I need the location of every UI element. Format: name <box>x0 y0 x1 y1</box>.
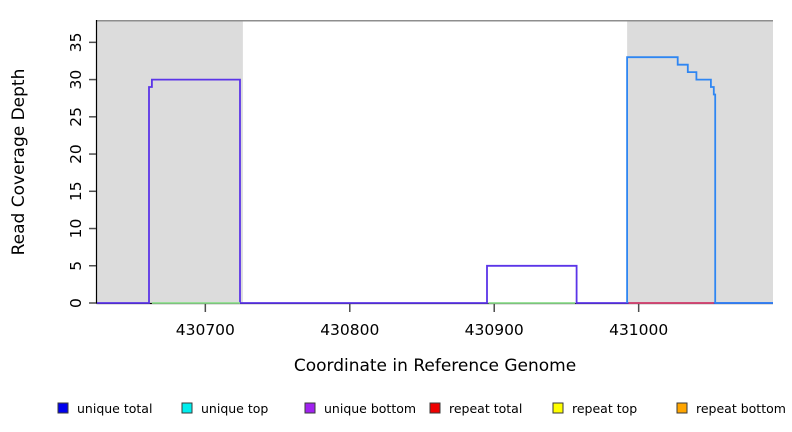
axes-layer: 430700 430800 430900 431000 0 5 10 15 20 25 30 35 <box>67 20 773 339</box>
legend: unique total unique top unique bottom repea… <box>57 401 786 416</box>
legend-label-unique-total: unique total <box>77 401 152 416</box>
masked-region-left <box>97 20 243 303</box>
legend-swatch-repeat-top <box>552 402 564 414</box>
y-tick-label: 25 <box>67 107 85 127</box>
x-tick-label: 430800 <box>320 321 379 339</box>
y-tick-label: 5 <box>67 261 85 271</box>
x-tick-label: 431000 <box>609 321 668 339</box>
legend-swatch-unique-total <box>57 402 69 414</box>
legend-label-repeat-top: repeat top <box>572 401 637 416</box>
legend-label-repeat-bottom: repeat bottom <box>696 401 786 416</box>
y-tick-label: 15 <box>67 181 85 201</box>
x-tick-label: 430700 <box>176 321 235 339</box>
x-tick-label: 430900 <box>465 321 524 339</box>
y-tick-label: 0 <box>67 298 85 308</box>
legend-swatch-repeat-bottom <box>676 402 688 414</box>
masked-region-right <box>627 20 773 303</box>
legend-swatch-unique-bottom <box>304 402 316 414</box>
coverage-series-layer <box>97 56 773 304</box>
y-tick-label: 20 <box>67 144 85 164</box>
legend-label-repeat-total: repeat total <box>449 401 522 416</box>
legend-swatch-repeat-total <box>429 402 441 414</box>
legend-label-unique-bottom: unique bottom <box>324 401 416 416</box>
y-axis-title: Read Coverage Depth <box>9 69 29 256</box>
y-tick-label: 10 <box>67 219 85 239</box>
unique-bottom-coverage <box>97 78 773 304</box>
legend-swatch-unique-top <box>181 402 193 414</box>
unique-total-right-coverage <box>626 56 773 304</box>
y-tick-label: 30 <box>67 70 85 90</box>
y-tick-label: 35 <box>67 32 85 52</box>
masked-regions-layer <box>97 19 773 303</box>
x-axis-title: Coordinate in Reference Genome <box>294 356 576 376</box>
legend-label-unique-top: unique top <box>201 401 268 416</box>
